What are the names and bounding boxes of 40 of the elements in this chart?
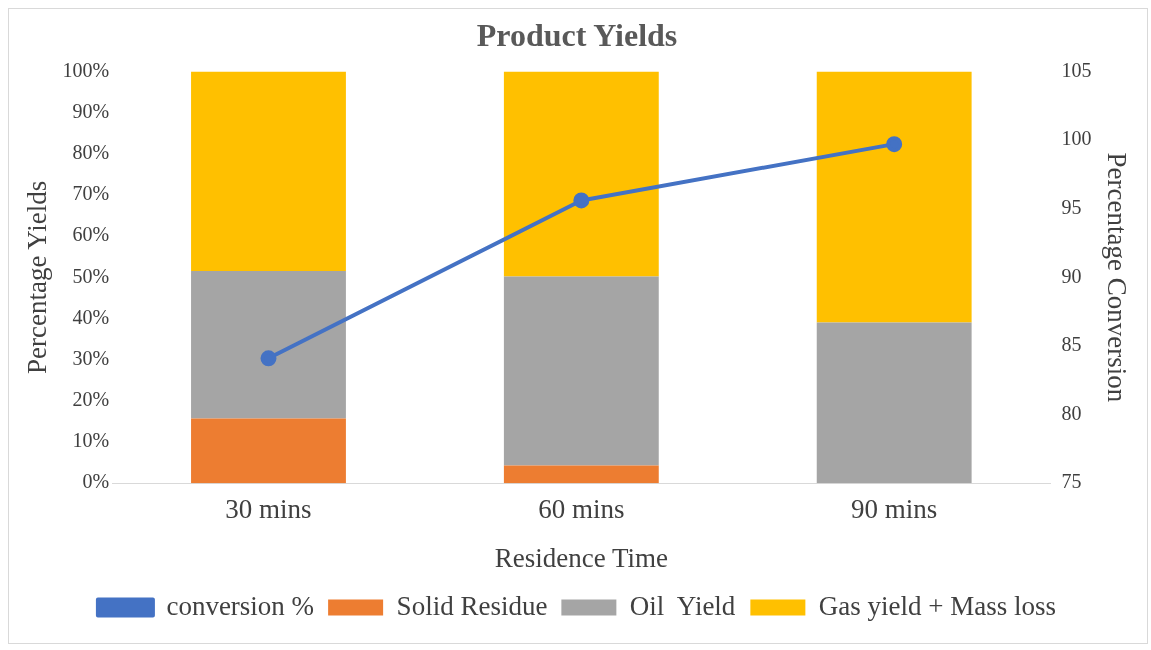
y-tick-label: 60% (72, 223, 110, 246)
bar (503, 276, 659, 466)
point (573, 192, 590, 209)
y2-tick-label: 75 (1061, 470, 1082, 493)
y-tick-label: 40% (72, 305, 110, 328)
bar (191, 418, 346, 484)
y-tick-label: 100% (62, 58, 110, 81)
y2-tick-label: 80 (1061, 401, 1082, 424)
y2-axis-title: Percentage Conversion (1101, 152, 1132, 403)
point (886, 136, 903, 153)
y2-tick-label: 105 (1061, 58, 1092, 81)
x-tick-label: 90 mins (851, 494, 938, 525)
y2-tick-label: 90 (1061, 264, 1082, 287)
y2-tick-label: 100 (1061, 127, 1092, 150)
y-tick-label: 90% (72, 99, 110, 122)
legend-label: Oil Yield (629, 590, 736, 621)
x-axis-title: Residence Time (494, 542, 668, 573)
legend-label: Solid Residue (396, 590, 548, 621)
bar (816, 322, 972, 484)
y-tick-label: 50% (72, 264, 110, 287)
point (260, 350, 277, 367)
y-tick-label: 10% (72, 429, 110, 452)
bar (191, 71, 346, 272)
y-tick-label: 70% (72, 182, 110, 205)
chart-title: Product Yields (476, 17, 678, 54)
y-tick-label: 20% (72, 388, 110, 411)
y-tick-label: 0% (82, 470, 110, 493)
bar (503, 465, 659, 484)
x-tick-label: 30 mins (225, 494, 312, 525)
y-tick-label: 80% (72, 141, 110, 164)
y-axis-title: Percentage Yields (22, 180, 53, 374)
bar (503, 71, 659, 277)
legend-label: Gas yield + Mass loss (818, 590, 1057, 621)
legend-label: conversion % (166, 590, 315, 621)
x-tick-label: 60 mins (538, 494, 625, 525)
y-tick-label: 30% (72, 346, 110, 369)
y2-tick-label: 85 (1061, 333, 1082, 356)
y2-tick-label: 95 (1061, 195, 1082, 218)
bar (191, 271, 346, 419)
bar (816, 71, 972, 323)
